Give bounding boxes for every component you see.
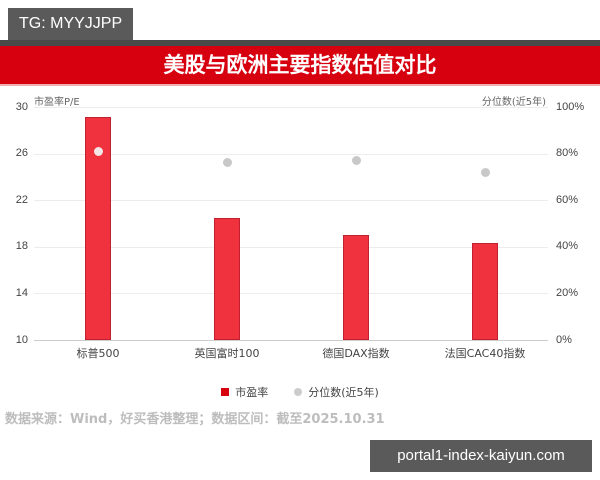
legend-item-percentile[interactable]: 分位数(近5年) [294,384,379,400]
percentile-dot [222,158,232,168]
tg-badge: TG: MYYJJPP [8,8,134,40]
gridline [34,293,548,294]
legend-item-pe[interactable]: 市盈率 [221,384,268,400]
x-category-label: 法国CAC40指数 [444,347,526,360]
y-tick: 18 [15,240,28,252]
y-right-tick: 40% [556,240,579,252]
y-tick: 22 [15,194,28,206]
pe-bar [472,243,498,340]
percentile-dot [480,167,490,177]
right-axis-title: 分位数(近5年) [481,97,546,108]
y-right-tick: 100% [556,101,585,113]
y-tick: 14 [15,287,28,299]
left-axis-title: 市盈率P/E [34,97,80,108]
gridline [34,247,548,248]
x-axis-baseline [34,340,548,341]
x-category-label: 英国富时100 [194,347,260,360]
y-tick: 30 [15,101,28,113]
bar-swatch-icon [221,388,230,396]
legend-label: 分位数(近5年) [308,386,379,399]
data-source-note: 数据来源：Wind，好买香港整理；数据区间：截至2025.10.31 [5,412,385,427]
pe-bar [343,235,369,340]
x-category-label: 德国DAX指数 [322,347,390,360]
pe-bar [214,217,240,340]
y-right-tick: 60% [556,194,579,206]
y-right-tick: 20% [556,287,579,299]
y-tick: 26 [15,147,28,159]
chart-legend: 市盈率 分位数(近5年) [0,384,600,400]
percentile-dot [351,156,361,166]
legend-label: 市盈率 [235,386,269,399]
gridline [34,200,548,201]
gridline [34,154,548,155]
gridline [34,107,548,108]
y-tick: 10 [15,334,28,346]
x-category-label: 标普500 [76,347,120,360]
chart-title: 美股与欧洲主要指数估值对比 [0,46,600,86]
dot-swatch-icon [294,388,303,396]
percentile-dot [93,146,103,156]
y-right-tick: 80% [556,147,579,159]
top-divider [0,40,600,46]
watermark-badge: portal1-index-kaiyun.com [370,440,592,472]
y-right-tick: 0% [556,334,572,346]
